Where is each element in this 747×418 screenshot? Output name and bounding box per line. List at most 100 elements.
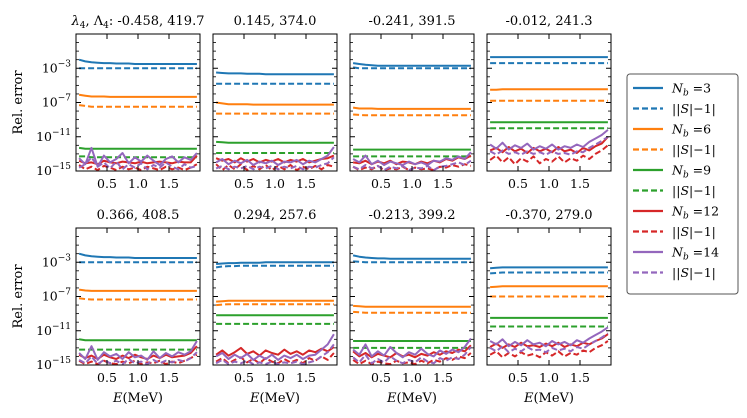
series-line-4 xyxy=(353,310,471,314)
x-tick-label: 1.0 xyxy=(539,176,559,191)
series-line-9 xyxy=(215,146,335,166)
x-tick-label: 0.5 xyxy=(97,176,117,191)
x-tick-label: 0.5 xyxy=(371,176,391,191)
axes-frame xyxy=(75,227,201,366)
series-line-4 xyxy=(78,104,197,108)
series-line-3 xyxy=(490,285,608,289)
x-tick-label: 1.0 xyxy=(128,176,148,191)
panel-8: 0.5 1.0 1.5 -0.370, 279.0 E(MeV) xyxy=(486,208,612,406)
legend-label: Nb =9 xyxy=(671,163,711,181)
x-tick-label: 1.5 xyxy=(433,370,453,385)
series-group xyxy=(215,71,335,171)
x-axis-label: E(MeV) xyxy=(112,391,163,406)
panel-title: -0.370, 279.0 xyxy=(505,208,592,223)
panel-7: 0.5 1.0 1.5 -0.213, 399.2 E(MeV) xyxy=(349,208,475,406)
y-tick-label: 10−11 xyxy=(36,128,71,144)
x-axis-label: E(MeV) xyxy=(249,391,300,406)
y-tick-label: 10−15 xyxy=(36,162,71,178)
series-line-3 xyxy=(353,304,471,308)
axes-frame xyxy=(349,227,475,366)
x-tick-label: 0.5 xyxy=(97,370,117,385)
series-line-1 xyxy=(78,252,197,259)
x-tick-label: 1.5 xyxy=(433,176,453,191)
series-group xyxy=(78,58,198,171)
axes-frame xyxy=(212,227,338,366)
legend-label: Nb =14 xyxy=(671,245,719,263)
panel-title: -0.012, 241.3 xyxy=(505,14,592,29)
x-tick-label: 0.5 xyxy=(508,176,528,191)
x-axis-label: E(MeV) xyxy=(386,391,437,406)
x-tick-label: 1.5 xyxy=(296,370,316,385)
series-line-1 xyxy=(352,254,471,260)
panel-3: 0.5 1.0 1.5 -0.241, 391.5 xyxy=(349,14,475,191)
series-line-9 xyxy=(215,333,335,361)
series-line-3 xyxy=(216,299,334,303)
series-line-3 xyxy=(352,106,471,110)
series-line-2 xyxy=(353,260,471,264)
axes-frame xyxy=(212,33,338,172)
x-tick-label: 1.5 xyxy=(570,370,590,385)
legend-items: Nb =3 ||S|−1| Nb =6 ||S|−1| Nb =9 ||S|−1| Nb =… xyxy=(633,81,719,280)
series-line-10 xyxy=(78,156,198,171)
series-line-9 xyxy=(352,151,472,166)
panels: 0.5 1.0 1.5 10−3 10−7 10−11 10−15 λ4, Λ4: -0.45… xyxy=(11,14,612,406)
series-line-7 xyxy=(489,136,609,154)
x-axis-label: E(MeV) xyxy=(523,391,574,406)
series-line-4 xyxy=(353,113,471,117)
panel-title: 0.145, 374.0 xyxy=(234,14,317,29)
legend-label: ||S|−1| xyxy=(672,142,716,157)
panel-1: 0.5 1.0 1.5 10−3 10−7 10−11 10−15 λ4, Λ4: -0.45… xyxy=(11,14,204,191)
series-line-4 xyxy=(216,303,334,307)
panel-title: -0.213, 399.2 xyxy=(368,208,455,223)
x-tick-label: 0.5 xyxy=(508,370,528,385)
series-line-1 xyxy=(490,266,608,270)
x-tick-label: 0.5 xyxy=(371,370,391,385)
legend-label: ||S|−1| xyxy=(672,183,716,198)
series-line-8 xyxy=(215,352,335,365)
panel-5: 0.5 1.0 1.5 10−3 10−7 10−11 10−15 0.366, 408.5 R… xyxy=(11,208,201,406)
x-tick-label: 1.0 xyxy=(402,370,422,385)
x-tick-label: 1.5 xyxy=(159,176,179,191)
series-line-3 xyxy=(78,288,197,292)
series-line-1 xyxy=(216,261,334,265)
series-line-5 xyxy=(78,146,197,150)
series-line-9 xyxy=(78,340,198,361)
series-group xyxy=(489,266,609,359)
panel-title: -0.241, 391.5 xyxy=(368,14,455,29)
series-line-3 xyxy=(490,88,608,91)
y-tick-label: 10−7 xyxy=(42,288,71,304)
x-tick-label: 1.0 xyxy=(539,370,559,385)
legend-label: ||S|−1| xyxy=(672,101,716,116)
panel-title: 0.294, 257.6 xyxy=(234,208,317,223)
legend-label: ||S|−1| xyxy=(672,224,716,239)
series-line-2 xyxy=(352,66,471,70)
y-axis-label: Rel. error xyxy=(11,264,26,329)
series-group xyxy=(489,56,609,166)
series-line-2 xyxy=(490,271,608,275)
panel-title: 0.366, 408.5 xyxy=(97,208,180,223)
x-tick-label: 0.5 xyxy=(234,370,254,385)
series-group xyxy=(352,62,472,171)
series-line-5 xyxy=(216,140,334,144)
y-tick-label: 10−3 xyxy=(42,253,71,269)
y-axis-label: Rel. error xyxy=(11,70,26,135)
series-line-9 xyxy=(489,129,609,151)
series-line-6 xyxy=(79,155,197,159)
panel-4: 0.5 1.0 1.5 -0.012, 241.3 xyxy=(486,14,612,191)
panel-title: λ4, Λ4: -0.458, 419.7 xyxy=(71,14,205,31)
series-group xyxy=(352,254,472,365)
series-group xyxy=(78,252,198,365)
legend-label: Nb =6 xyxy=(671,122,711,140)
series-line-5 xyxy=(78,338,197,342)
legend-label: ||S|−1| xyxy=(672,265,716,280)
x-tick-label: 1.0 xyxy=(265,176,285,191)
y-tick-label: 10−15 xyxy=(36,356,71,372)
series-line-4 xyxy=(78,297,197,301)
series-line-1 xyxy=(352,62,471,67)
series-line-8 xyxy=(489,144,609,166)
series-line-1 xyxy=(78,58,197,65)
legend-label: Nb =3 xyxy=(671,81,711,99)
x-tick-label: 1.5 xyxy=(570,176,590,191)
x-tick-label: 1.0 xyxy=(402,176,422,191)
series-line-2 xyxy=(215,264,334,269)
